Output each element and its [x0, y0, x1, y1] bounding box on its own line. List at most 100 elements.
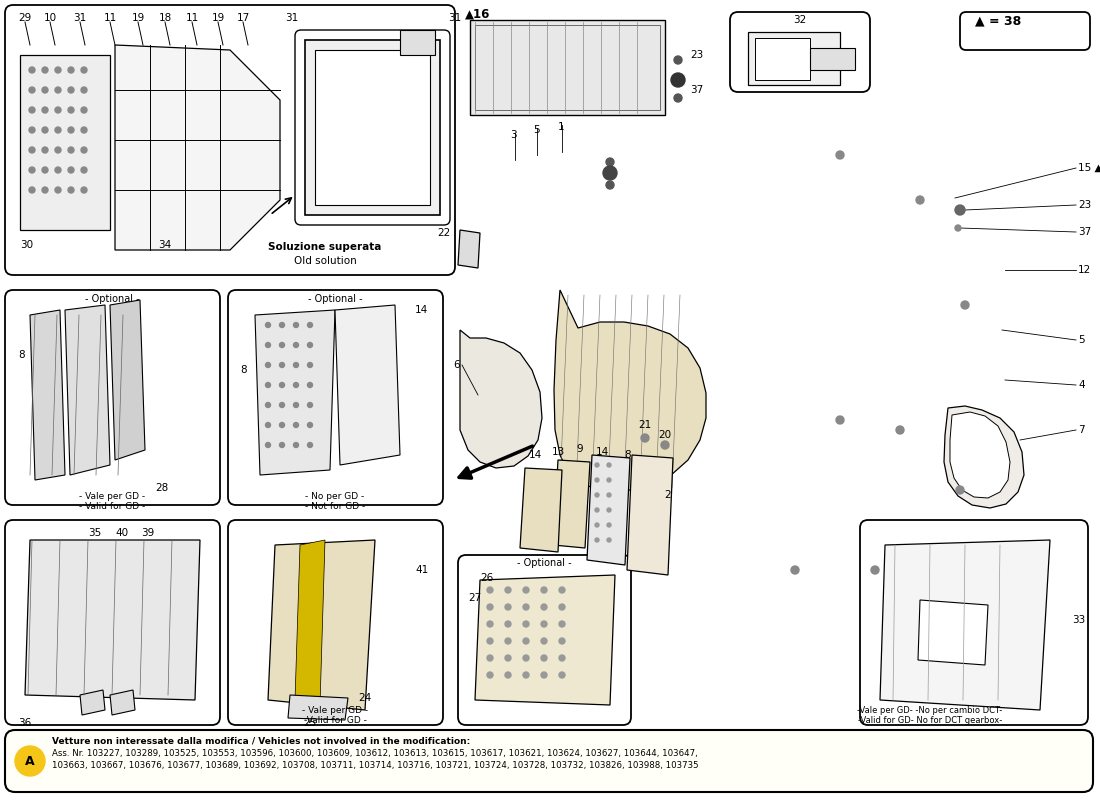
Circle shape — [541, 638, 547, 644]
Circle shape — [674, 56, 682, 64]
Text: 14: 14 — [595, 447, 608, 457]
Circle shape — [522, 638, 529, 644]
Circle shape — [279, 422, 285, 427]
Circle shape — [81, 107, 87, 113]
Text: 27: 27 — [468, 593, 482, 603]
Circle shape — [559, 638, 565, 644]
Text: 4: 4 — [1078, 380, 1085, 390]
Polygon shape — [475, 575, 615, 705]
Circle shape — [308, 342, 312, 347]
Circle shape — [505, 621, 512, 627]
Text: 22: 22 — [437, 228, 450, 238]
Circle shape — [42, 147, 48, 153]
Text: -Valid for GD -: -Valid for GD - — [304, 716, 366, 725]
Text: Vetture non interessate dalla modifica / Vehicles not involved in the modificati: Vetture non interessate dalla modifica /… — [52, 736, 471, 745]
Circle shape — [68, 107, 74, 113]
Text: 33: 33 — [1072, 615, 1086, 625]
Polygon shape — [400, 30, 434, 55]
Circle shape — [294, 342, 298, 347]
Text: - Not for GD -: - Not for GD - — [305, 502, 365, 511]
Circle shape — [68, 127, 74, 133]
Text: 32: 32 — [793, 15, 806, 25]
Text: 25: 25 — [304, 718, 317, 728]
Text: - No per GD -: - No per GD - — [306, 492, 364, 501]
Polygon shape — [520, 468, 562, 552]
FancyBboxPatch shape — [6, 730, 1093, 792]
Polygon shape — [25, 540, 200, 700]
Text: 36: 36 — [18, 718, 31, 728]
Polygon shape — [627, 455, 673, 575]
Text: Old solution: Old solution — [294, 256, 356, 266]
Circle shape — [541, 604, 547, 610]
Text: Soluzione superata: Soluzione superata — [268, 242, 382, 252]
Polygon shape — [748, 32, 840, 85]
Circle shape — [541, 621, 547, 627]
Text: 19: 19 — [131, 13, 144, 23]
Polygon shape — [587, 455, 630, 565]
Circle shape — [559, 655, 565, 661]
Circle shape — [279, 342, 285, 347]
Circle shape — [871, 566, 879, 574]
Circle shape — [265, 382, 271, 387]
Text: 6: 6 — [453, 360, 460, 370]
Circle shape — [294, 442, 298, 447]
Text: 37: 37 — [690, 85, 703, 95]
Circle shape — [607, 538, 610, 542]
Circle shape — [308, 442, 312, 447]
Polygon shape — [944, 406, 1024, 508]
Polygon shape — [458, 230, 480, 268]
Polygon shape — [315, 50, 430, 205]
Circle shape — [661, 441, 669, 449]
Circle shape — [487, 672, 493, 678]
Circle shape — [68, 187, 74, 193]
Circle shape — [607, 508, 610, 512]
Circle shape — [487, 621, 493, 627]
Circle shape — [674, 94, 682, 102]
Circle shape — [836, 416, 844, 424]
Polygon shape — [336, 305, 400, 465]
Circle shape — [68, 67, 74, 73]
Text: 12: 12 — [1078, 265, 1091, 275]
Circle shape — [29, 87, 35, 93]
Circle shape — [265, 322, 271, 327]
Circle shape — [294, 322, 298, 327]
Text: 13: 13 — [551, 447, 564, 457]
Text: 26: 26 — [480, 573, 493, 583]
Polygon shape — [305, 40, 440, 215]
Circle shape — [308, 422, 312, 427]
Circle shape — [68, 147, 74, 153]
Polygon shape — [460, 125, 1002, 550]
Text: - Vale per GD -: - Vale per GD - — [79, 492, 145, 501]
Circle shape — [68, 87, 74, 93]
Text: 2: 2 — [664, 490, 671, 500]
Circle shape — [595, 463, 600, 467]
Text: 8: 8 — [240, 365, 246, 375]
Text: 9: 9 — [576, 444, 583, 454]
Text: - Optional -: - Optional - — [517, 558, 571, 568]
Circle shape — [522, 604, 529, 610]
Circle shape — [595, 493, 600, 497]
Circle shape — [559, 604, 565, 610]
FancyBboxPatch shape — [228, 520, 443, 725]
Circle shape — [308, 382, 312, 387]
Circle shape — [607, 463, 610, 467]
Text: 5: 5 — [1078, 335, 1085, 345]
Polygon shape — [755, 38, 810, 80]
Circle shape — [522, 587, 529, 593]
Text: 1: 1 — [558, 122, 564, 132]
Circle shape — [29, 127, 35, 133]
Text: 30: 30 — [20, 240, 33, 250]
Circle shape — [522, 672, 529, 678]
Circle shape — [55, 107, 60, 113]
Circle shape — [294, 422, 298, 427]
Circle shape — [607, 493, 610, 497]
Circle shape — [603, 166, 617, 180]
Circle shape — [279, 322, 285, 327]
Polygon shape — [116, 45, 280, 250]
Circle shape — [294, 362, 298, 367]
Polygon shape — [65, 305, 110, 475]
Circle shape — [42, 87, 48, 93]
Text: 24: 24 — [358, 693, 372, 703]
Text: - Valid for GD -: - Valid for GD - — [79, 502, 145, 511]
Circle shape — [81, 147, 87, 153]
